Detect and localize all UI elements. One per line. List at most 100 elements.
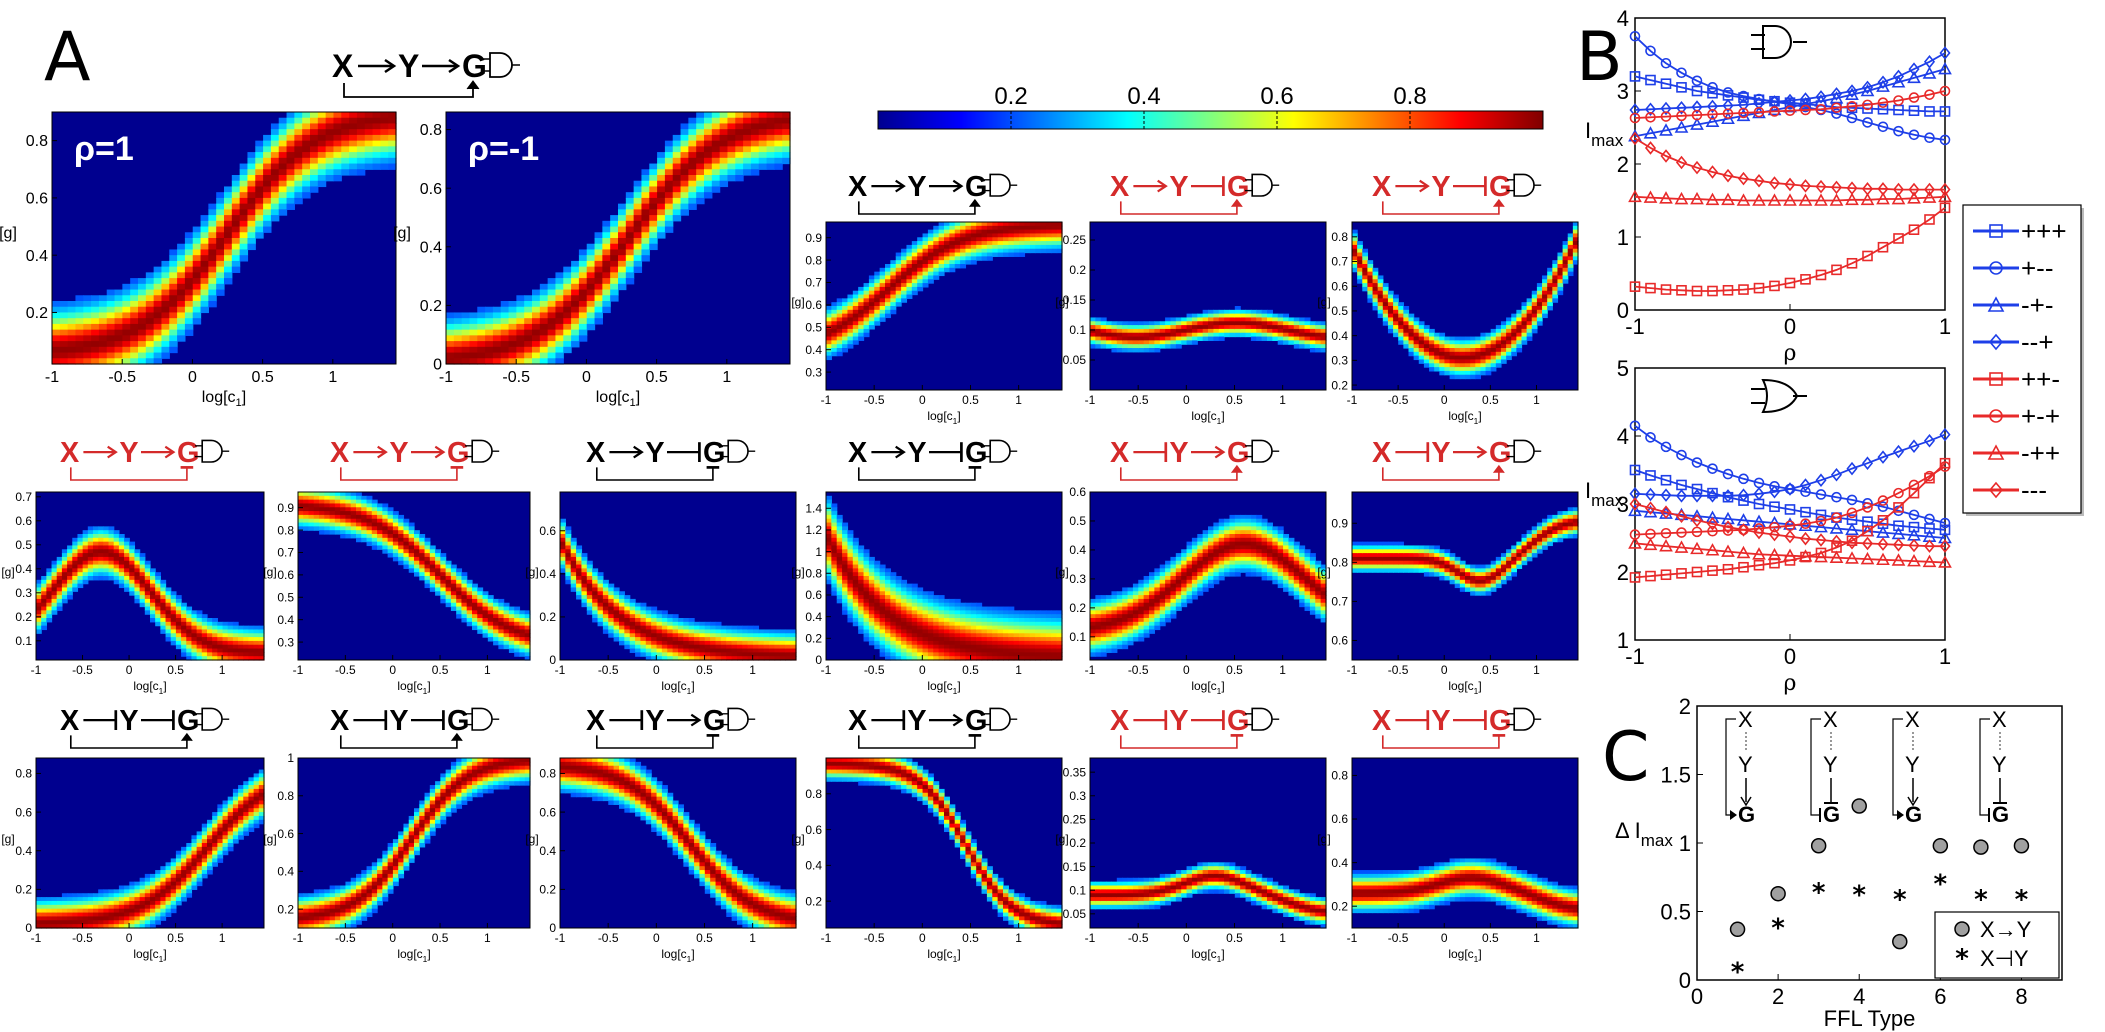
heatmap-cell [547, 341, 557, 348]
heatmap-cell [144, 560, 151, 566]
heatmap-cell [493, 618, 499, 623]
heatmap-cell [965, 222, 972, 227]
heatmap-cell [98, 301, 108, 308]
heatmap-cell [863, 302, 870, 307]
heatmap-cell [310, 163, 319, 170]
heatmap-cell [917, 271, 924, 277]
heatmap-cell [1511, 328, 1517, 334]
heatmap-cell [586, 312, 596, 319]
heatmap-cell [1149, 325, 1155, 330]
heatmap-cell [258, 648, 265, 653]
heatmap-cell [965, 233, 972, 238]
heatmap-cell [532, 329, 541, 336]
heatmap-cell [67, 587, 73, 592]
heatmap-cell [1143, 328, 1150, 334]
heatmap-cell [747, 625, 754, 631]
heatmap-cell [41, 587, 47, 592]
heatmap-cell [608, 595, 615, 600]
heatmap-cell [341, 140, 350, 147]
heatmap-cell [1470, 336, 1476, 341]
heatmap-cell [586, 301, 596, 308]
heatmap-cell [836, 572, 843, 577]
heatmap-cell [586, 243, 596, 251]
heatmap-cell [750, 163, 760, 170]
heatmap-cell [831, 553, 838, 558]
heatmap-cell [680, 192, 689, 199]
heatmap-cell [618, 278, 627, 285]
heatmap-cell [719, 140, 729, 147]
heatmap-cell [901, 587, 908, 592]
heatmap-cell [694, 640, 701, 646]
heatmap-cell [317, 157, 327, 165]
heatmap-cell [361, 495, 368, 501]
heatmap-cell [922, 595, 929, 600]
heatmap-cell [901, 602, 908, 608]
heatmap-cell [1213, 321, 1220, 326]
heatmap-cell [565, 556, 572, 562]
heatmap-cell [52, 335, 61, 342]
heatmap-cell [879, 309, 886, 315]
heatmap-cell [986, 222, 993, 227]
heatmap-cell [130, 301, 139, 308]
heatmap-cell [1423, 348, 1430, 353]
heatmap-cell [248, 637, 255, 642]
heatmap-cell [852, 556, 859, 562]
heatmap-cell [324, 530, 331, 535]
heatmap-cell [625, 192, 635, 199]
heatmap-cell [863, 625, 870, 631]
heatmap-cell [227, 625, 234, 631]
heatmap-cell [380, 112, 389, 119]
heatmap-cell [649, 243, 658, 251]
heatmap-cell [247, 169, 256, 176]
heatmap-cell [1008, 233, 1015, 238]
heatmap-cell [879, 275, 886, 280]
heatmap-cell [196, 621, 203, 627]
heatmap-cell [874, 317, 881, 322]
heatmap-cell [911, 271, 918, 277]
heatmap-cell [1542, 302, 1548, 307]
heatmap-cell [563, 306, 572, 314]
heatmap-cell [852, 583, 859, 589]
heatmap-cell [938, 248, 945, 254]
heatmap-cell [1299, 340, 1306, 345]
heatmap-cell [129, 564, 136, 569]
heatmap-cell [640, 633, 647, 638]
heatmap-cell [758, 123, 768, 130]
heatmap-cell [688, 186, 697, 193]
heatmap-cell [1250, 332, 1257, 338]
heatmap-cell [1267, 309, 1273, 315]
heatmap-cell [77, 537, 84, 543]
heatmap-cell [414, 534, 420, 539]
heatmap-cell [313, 507, 320, 512]
heatmap-cell [1480, 359, 1487, 364]
heatmap-cell [826, 344, 832, 349]
heatmap-cell [208, 243, 217, 251]
heatmap-cell [1562, 271, 1569, 277]
heatmap-cell [82, 534, 89, 539]
heatmap-cell [388, 117, 397, 125]
heatmap-cell [1154, 328, 1161, 334]
heatmap-cell [842, 530, 849, 535]
heatmap-cell [461, 329, 471, 336]
heatmap-cell [927, 252, 934, 257]
x-axis-label-close: ] [636, 389, 640, 406]
heatmap-cell [1008, 237, 1015, 242]
heatmap-cell [181, 637, 187, 642]
heatmap-cell [186, 606, 193, 611]
heatmap-cell [922, 237, 929, 242]
heatmap-cell [563, 329, 572, 336]
heatmap-cell [774, 146, 783, 153]
heatmap-cell [678, 618, 684, 623]
heatmap-cell [863, 332, 870, 338]
heatmap-cell [560, 537, 566, 543]
heatmap-cell [87, 564, 94, 569]
heatmap-cell [508, 341, 517, 348]
heatmap-cell [1536, 302, 1543, 307]
heatmap-cell [719, 112, 729, 119]
heatmap-cell [500, 352, 510, 359]
heatmap-cell [472, 595, 478, 600]
heatmap-cell [586, 583, 593, 589]
heatmap-cell [836, 526, 843, 531]
heatmap-cell [477, 352, 486, 359]
heatmap-cell [1261, 336, 1268, 341]
